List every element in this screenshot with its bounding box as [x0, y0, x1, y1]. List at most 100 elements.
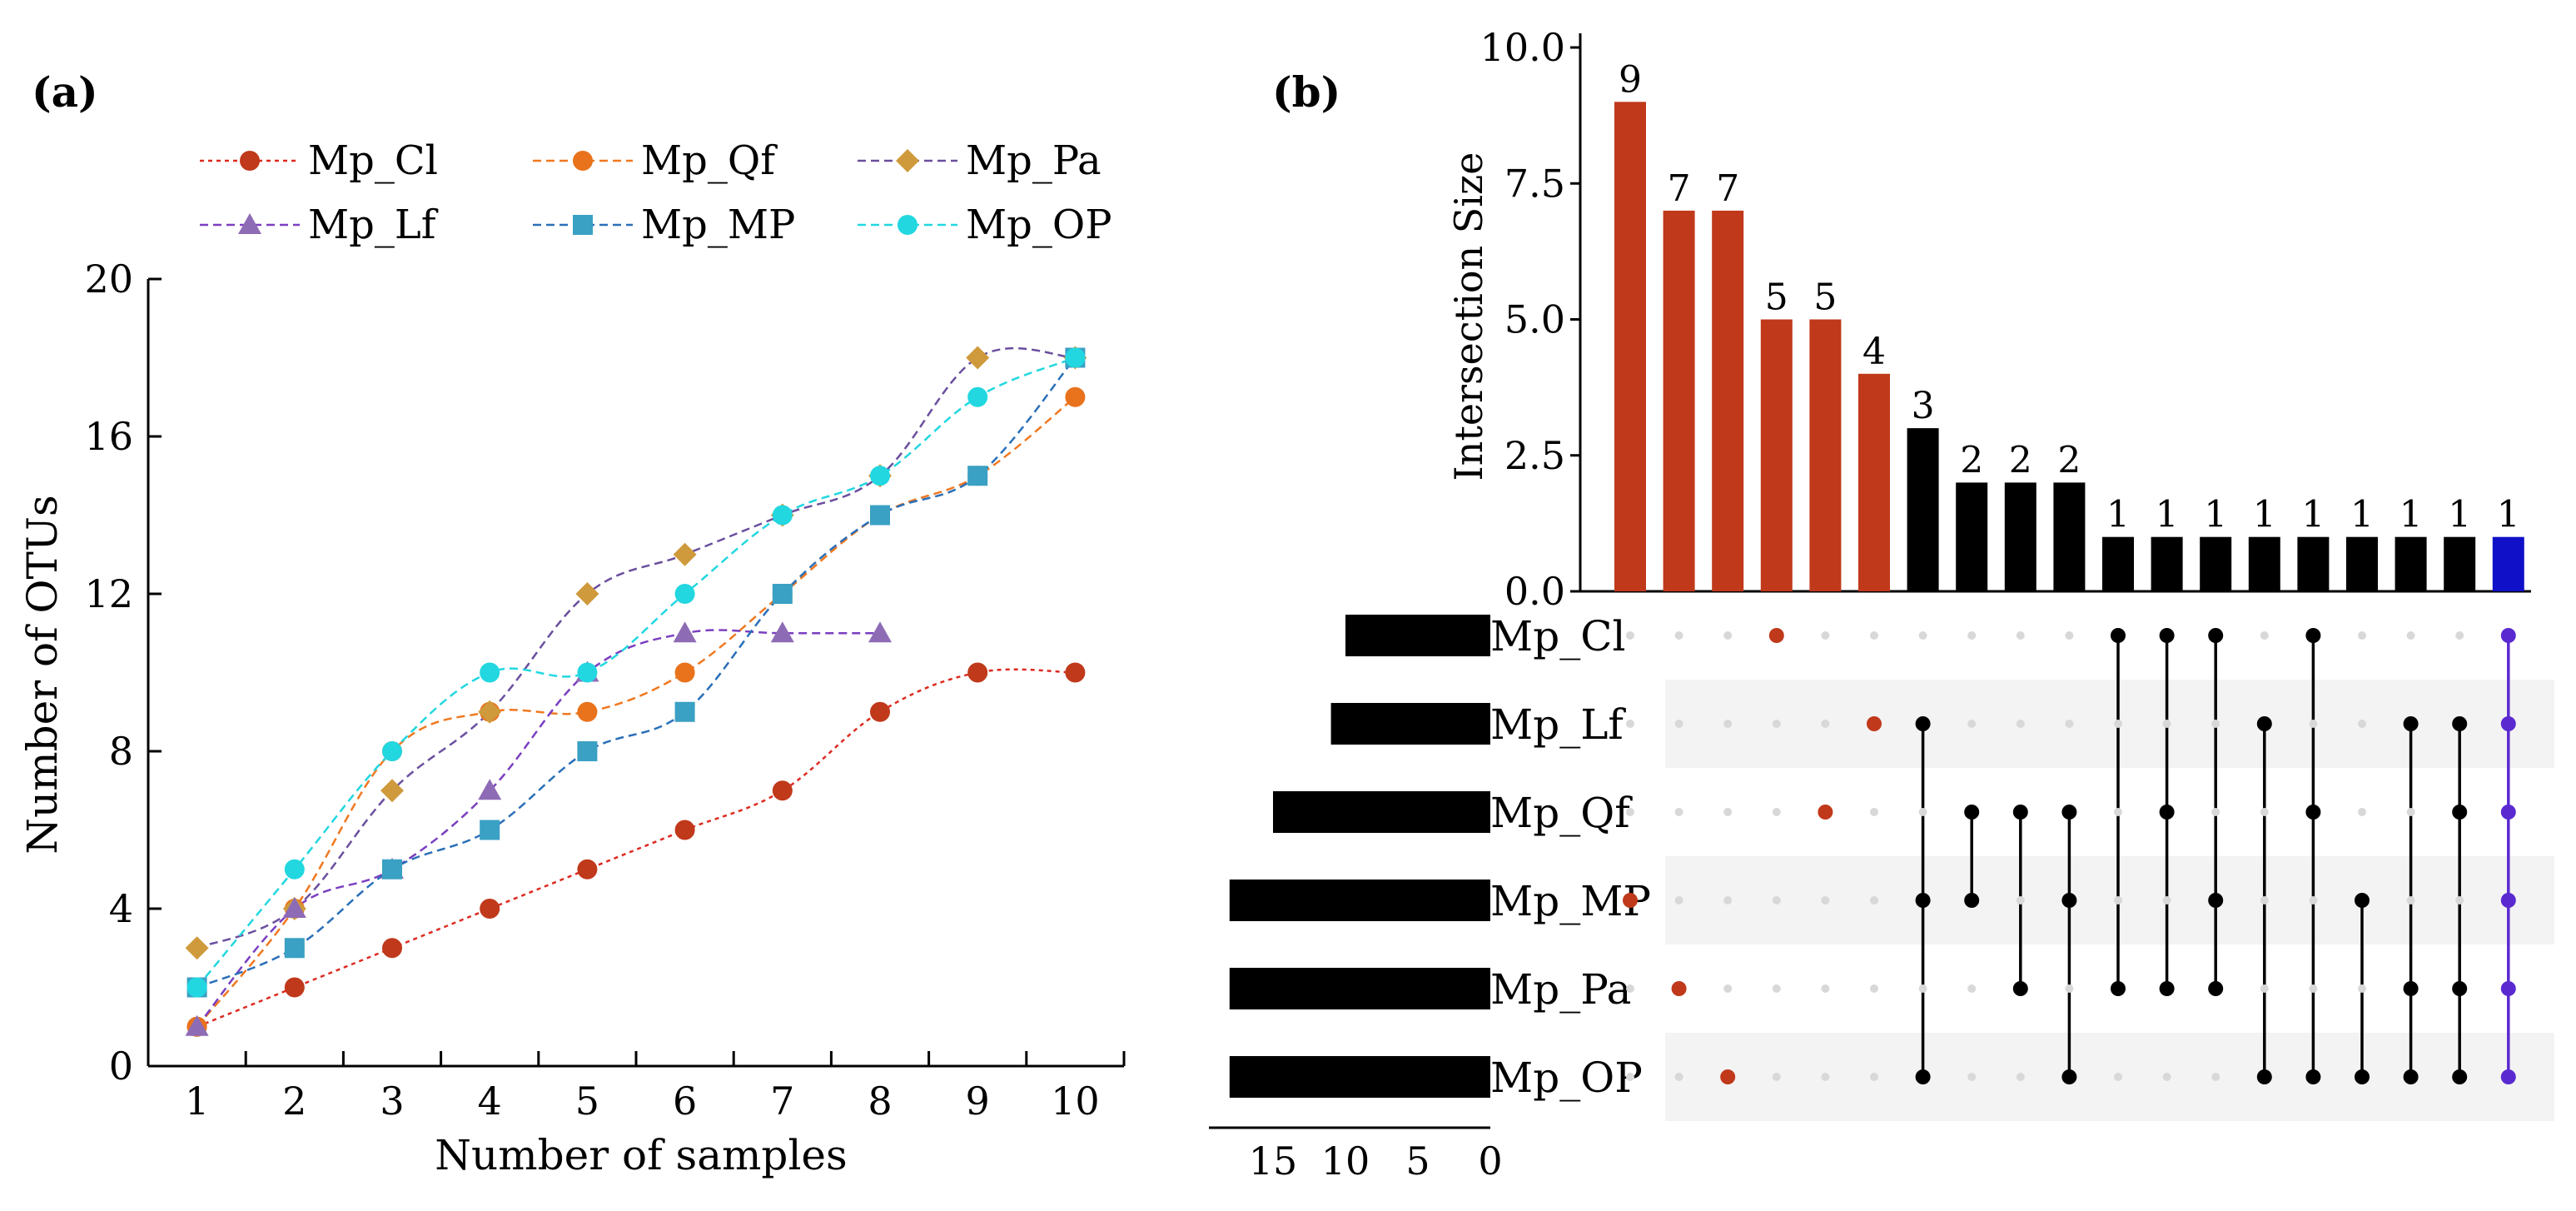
point-Mp_Qf: [1065, 386, 1086, 407]
membership-dot-active: [2500, 981, 2516, 996]
membership-dot-active: [1915, 1069, 1931, 1084]
membership-dot-active: [2159, 628, 2175, 643]
membership-dot-inactive: [2211, 808, 2220, 816]
y-tick-label: 10.0: [1480, 25, 1565, 70]
membership-dot-active: [2305, 628, 2321, 643]
membership-dot-active: [1768, 628, 1784, 643]
set-size-tick-label: 15: [1249, 1139, 1298, 1184]
intersection-bar: [1858, 373, 1890, 591]
point-Mp_MP: [284, 938, 305, 959]
membership-dot-active: [1915, 716, 1931, 731]
set-size-bar-Mp_Qf: [1273, 791, 1490, 833]
membership-dot-inactive: [1626, 1073, 1634, 1081]
membership-dot-active: [1867, 716, 1882, 731]
row-band: [1665, 1033, 2554, 1121]
membership-dot-active: [2012, 981, 2028, 996]
panel-a-label: (a): [32, 67, 98, 117]
point-Mp_OP: [870, 466, 890, 486]
intersection-bar: [2053, 482, 2086, 591]
point-Mp_OP: [186, 977, 207, 998]
intersection-bar: [2004, 482, 2036, 591]
membership-dot-inactive: [2260, 808, 2269, 816]
membership-dot-inactive: [2162, 720, 2171, 728]
membership-dot-inactive: [1967, 720, 1977, 728]
membership-dot-inactive: [2016, 720, 2025, 728]
set-label-Mp_OP: Mp_OP: [1490, 1054, 1643, 1102]
intersection-value-label: 1: [2204, 494, 2227, 536]
membership-dot-inactive: [1723, 808, 1733, 816]
set-size-bar-Mp_Lf: [1330, 703, 1490, 745]
point-Mp_MP: [480, 820, 500, 840]
membership-dot-active: [2256, 716, 2272, 731]
legend-entry-Mp_Pa: Mp_Pa: [858, 137, 1102, 184]
legend-entry-Mp_MP: Mp_MP: [533, 202, 795, 248]
point-Mp_MP: [772, 584, 793, 604]
intersection-bar: [2444, 536, 2476, 591]
membership-dot-active: [2452, 981, 2468, 996]
y-tick-label: 12: [84, 571, 133, 616]
membership-dot-inactive: [1967, 1073, 1977, 1081]
membership-dot-inactive: [2114, 1073, 2122, 1081]
point-Mp_Cl: [382, 938, 402, 959]
point-Mp_Cl: [577, 859, 598, 880]
set-label-Mp_Cl: Mp_Cl: [1490, 612, 1625, 660]
membership-dot-active: [1818, 805, 1833, 820]
membership-dot-inactive: [1674, 631, 1683, 640]
membership-dot-inactive: [2065, 720, 2074, 728]
membership-dot-active: [2403, 1069, 2419, 1084]
point-Mp_Lf: [868, 621, 892, 643]
point-Mp_Cl: [772, 780, 793, 801]
y-tick-label: 4: [109, 886, 133, 931]
legend-marker: [573, 215, 593, 235]
membership-dot-inactive: [1772, 808, 1781, 816]
point-Mp_MP: [577, 741, 598, 761]
intersection-bar: [1663, 210, 1695, 591]
membership-dot-active: [1623, 893, 1638, 908]
membership-dot-inactive: [2358, 631, 2366, 640]
membership-dot-inactive: [1870, 984, 1878, 993]
membership-dot-inactive: [2406, 631, 2415, 640]
membership-dot-inactive: [1626, 720, 1634, 728]
x-tick-label: 5: [575, 1079, 599, 1124]
y-tick-label: 7.5: [1504, 161, 1565, 206]
series-line-Mp_Cl: [196, 668, 1076, 1028]
y-tick-label: 0: [109, 1044, 133, 1089]
y-tick-label: 5.0: [1504, 297, 1565, 342]
membership-dot-active: [2403, 981, 2419, 996]
intersection-bar: [2297, 536, 2330, 591]
x-tick-label: 3: [380, 1079, 404, 1124]
membership-dot-inactive: [1674, 808, 1683, 816]
intersection-bar: [2492, 536, 2524, 591]
panel-b-row-bands: [1665, 680, 2554, 1121]
panel-b-axes: 0.0 2.5 5.0 7.5 10.0: [1480, 25, 2531, 614]
intersection-value-label: 1: [2156, 494, 2179, 536]
membership-dot-inactive: [1870, 631, 1878, 640]
point-Mp_OP: [967, 386, 988, 407]
membership-dot-inactive: [1723, 631, 1733, 640]
x-tick-label: 1: [185, 1079, 209, 1124]
membership-dot-inactive: [2065, 984, 2074, 993]
row-band: [1665, 856, 2554, 944]
point-Mp_Cl: [674, 820, 695, 840]
x-tick-label: 9: [966, 1079, 990, 1124]
intersection-bar: [2102, 536, 2134, 591]
membership-dot-inactive: [2406, 896, 2415, 905]
intersection-bar: [2200, 536, 2232, 591]
point-Mp_Lf: [478, 779, 502, 800]
membership-dot-inactive: [2358, 984, 2366, 993]
membership-dot-active: [2061, 1069, 2077, 1084]
point-Mp_Qf: [577, 701, 598, 722]
intersection-bar: [1760, 319, 1793, 591]
set-size-bar-Mp_Pa: [1229, 968, 1490, 1009]
membership-dot-active: [2452, 1069, 2468, 1084]
point-Mp_OP: [1065, 347, 1086, 368]
point-Mp_Lf: [673, 621, 697, 643]
x-tick-label: 7: [770, 1079, 794, 1124]
series-line-Mp_Qf: [196, 396, 1077, 1028]
